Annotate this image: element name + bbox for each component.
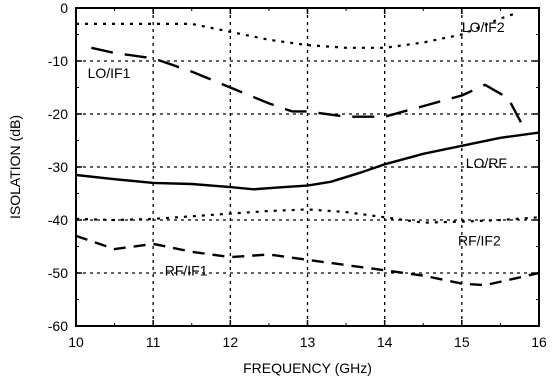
y-tick-label: -10 <box>48 53 68 69</box>
series-label: LO/IF2 <box>462 19 505 35</box>
y-tick-label: -50 <box>48 265 68 281</box>
x-tick-label: 12 <box>223 334 239 350</box>
axis-ticks <box>75 7 540 327</box>
x-tick-label: 14 <box>377 334 393 350</box>
grid-lines <box>76 8 539 326</box>
series-layer <box>75 12 540 287</box>
series-label: LO/RF <box>466 155 507 171</box>
x-tick-label: 15 <box>454 334 470 350</box>
series-line-lo-rf <box>75 131 540 191</box>
series-line-lo-if1 <box>91 46 525 128</box>
x-tick-label: 13 <box>300 334 316 350</box>
y-tick-label: -20 <box>48 106 68 122</box>
series-label: LO/IF1 <box>88 65 131 81</box>
x-tick-label: 16 <box>531 334 547 350</box>
series-label: RF/IF2 <box>458 232 501 248</box>
y-axis-title: ISOLATION (dB) <box>7 115 23 219</box>
series-line-rf-if1 <box>75 234 540 287</box>
series-line-lo-if2 <box>76 12 517 49</box>
y-tick-label: -40 <box>48 212 68 228</box>
series-label: RF/IF1 <box>165 263 208 279</box>
series-labels: LO/IF2 LO/IF1 LO/RF RF/IF2 RF/IF1 <box>88 19 507 279</box>
y-tick-label: 0 <box>60 0 68 16</box>
y-tick-labels: 0 -10 -20 -30 -40 -50 -60 <box>48 0 68 334</box>
y-tick-label: -60 <box>48 318 68 334</box>
x-tick-labels: 10 11 12 13 14 15 16 <box>68 334 547 350</box>
y-tick-label: -30 <box>48 159 68 175</box>
x-axis-title: FREQUENCY (GHz) <box>243 360 372 376</box>
x-tick-label: 10 <box>68 334 84 350</box>
x-tick-label: 11 <box>146 334 161 350</box>
